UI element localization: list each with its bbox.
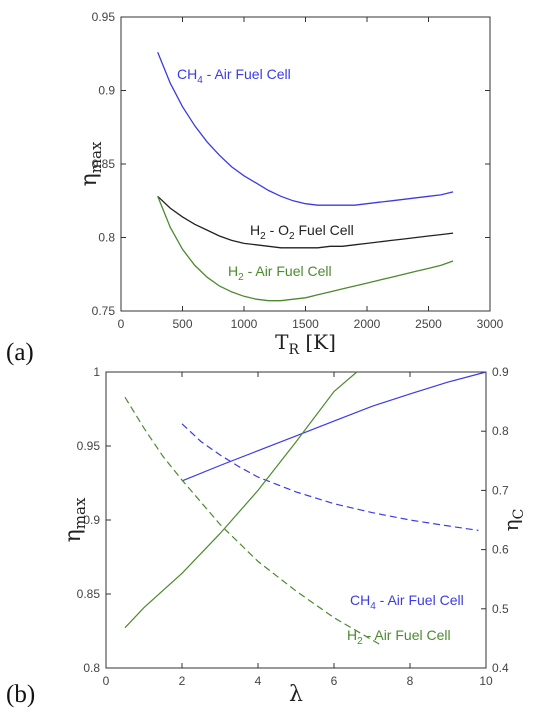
annotation-b-1: H2 - Air Fuel Cell	[347, 627, 451, 647]
y-tick-label-a: 0.85	[92, 157, 116, 171]
y-axis-label-b: ηmax	[61, 497, 89, 542]
x-tick-label-b: 2	[179, 674, 186, 688]
x-axis-label-a: TR [K]	[275, 330, 336, 358]
y-right-tick-label-b: 0.9	[492, 365, 509, 379]
series-line-b-3	[124, 396, 380, 645]
x-tick-label-a: 1500	[292, 317, 319, 331]
x-tick-label-a: 3000	[477, 317, 504, 331]
x-tick-label-b: 4	[255, 674, 262, 688]
panel-label-a: (a)	[6, 339, 34, 366]
x-tick-label-b: 8	[407, 674, 414, 688]
y-tick-label-b: 1	[93, 365, 100, 379]
x-tick-label-b: 0	[103, 674, 110, 688]
chart-a: 0 500 1000 1500 2000 2500 3000 0.75 0.8 0.85 0.9 0.…	[77, 10, 504, 358]
y-right-tick-label-b: 0.4	[492, 661, 509, 675]
plot-frame-b	[105, 371, 487, 669]
x-tick-label-a: 500	[172, 317, 192, 331]
series-line-a-1	[157, 195, 454, 249]
series-line-b-0	[181, 371, 487, 482]
y-right-tick-label-b: 0.6	[492, 543, 509, 557]
y-right-tick-label-b: 0.7	[492, 483, 509, 497]
series-label-a-2: H2 - Air Fuel Cell	[228, 263, 332, 283]
y-tick-label-a: 0.9	[98, 84, 115, 98]
y-tick-label-b: 0.9	[83, 513, 100, 527]
series-line-b-2	[124, 371, 358, 629]
series-line-a-0	[157, 52, 454, 206]
y-tick-label-b: 0.95	[77, 439, 101, 453]
x-tick-label-a: 0	[118, 317, 125, 331]
y-axis-label-a: ηmax	[77, 141, 105, 186]
series-label-a-1: H2 - O2 Fuel Cell	[250, 222, 354, 242]
annotation-b-0: CH4 - Air Fuel Cell	[350, 592, 464, 612]
chart-b: 0 2 4 6 8 10 0.8 0.85 0.9 0.95 1 0.4 0.5 0.6 0.7 0.8 0.9…	[61, 365, 527, 707]
y-right-tick-label-b: 0.8	[492, 424, 509, 438]
y-tick-label-a: 0.75	[92, 304, 116, 318]
x-tick-label-a: 1000	[231, 317, 258, 331]
y-tick-label-a: 0.8	[98, 231, 115, 245]
series-label-a-0: CH4 - Air Fuel Cell	[177, 66, 291, 86]
series-line-a-2	[157, 196, 454, 302]
x-tick-label-a: 2500	[415, 317, 442, 331]
y-tick-label-b: 0.8	[83, 661, 100, 675]
y-tick-label-b: 0.85	[77, 587, 101, 601]
x-axis-label-b: λ	[289, 682, 303, 707]
x-tick-label-a: 2000	[354, 317, 381, 331]
series-line-b-1	[181, 423, 479, 531]
x-tick-label-b: 6	[331, 674, 338, 688]
panel-label-b: (b)	[6, 681, 35, 708]
x-tick-label-b: 10	[479, 674, 493, 688]
y-tick-label-a: 0.95	[92, 10, 116, 24]
y-right-tick-label-b: 0.5	[492, 602, 509, 616]
y-right-axis-label-b: ηC	[499, 509, 527, 532]
